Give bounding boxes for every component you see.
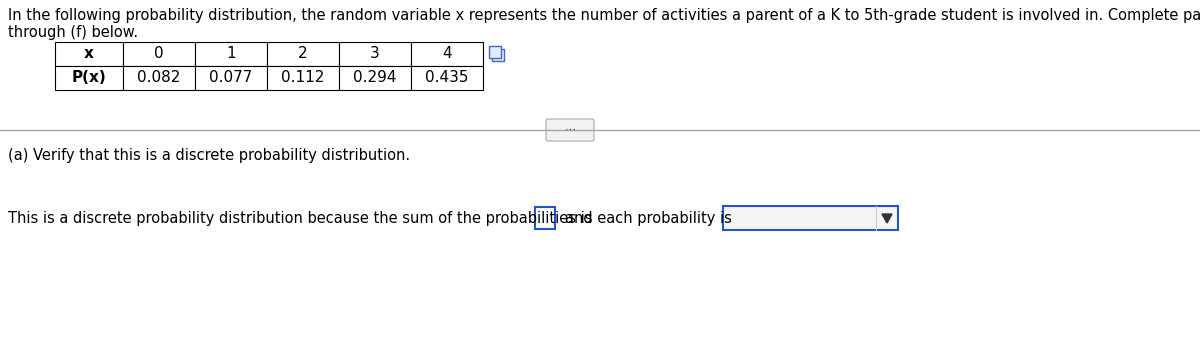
- Text: 3: 3: [370, 46, 380, 61]
- Bar: [55, 42, 124, 66]
- Text: 0.077: 0.077: [209, 70, 253, 84]
- Text: (a) Verify that this is a discrete probability distribution.: (a) Verify that this is a discrete proba…: [8, 148, 410, 163]
- Text: through (f) below.: through (f) below.: [8, 25, 138, 40]
- Text: 2: 2: [298, 46, 308, 61]
- Bar: [410, 42, 482, 66]
- Bar: [340, 42, 410, 66]
- FancyBboxPatch shape: [546, 119, 594, 141]
- Text: 4: 4: [442, 46, 452, 61]
- Text: In the following probability distribution, the random variable x represents the : In the following probability distributio…: [8, 8, 1200, 23]
- Text: 0: 0: [154, 46, 164, 61]
- Bar: [722, 206, 898, 230]
- Text: 1: 1: [226, 46, 236, 61]
- Bar: [194, 66, 266, 90]
- Polygon shape: [882, 214, 892, 223]
- Text: 0.112: 0.112: [281, 70, 325, 84]
- Bar: [535, 207, 554, 229]
- Bar: [266, 66, 340, 90]
- Text: x: x: [84, 46, 94, 61]
- Text: P(x): P(x): [72, 70, 107, 84]
- Text: ⋯: ⋯: [564, 125, 576, 135]
- Text: 0.294: 0.294: [353, 70, 397, 84]
- Bar: [194, 42, 266, 66]
- Text: This is a discrete probability distribution because the sum of the probabilities: This is a discrete probability distribut…: [8, 211, 593, 225]
- Text: and each probability is: and each probability is: [565, 211, 732, 225]
- Bar: [410, 66, 482, 90]
- Bar: [55, 66, 124, 90]
- Bar: [266, 42, 340, 66]
- Bar: [492, 49, 504, 61]
- Text: 0.082: 0.082: [137, 70, 181, 84]
- Text: 0.435: 0.435: [425, 70, 469, 84]
- Bar: [124, 42, 194, 66]
- Bar: [124, 66, 194, 90]
- Bar: [340, 66, 410, 90]
- Bar: [490, 46, 502, 58]
